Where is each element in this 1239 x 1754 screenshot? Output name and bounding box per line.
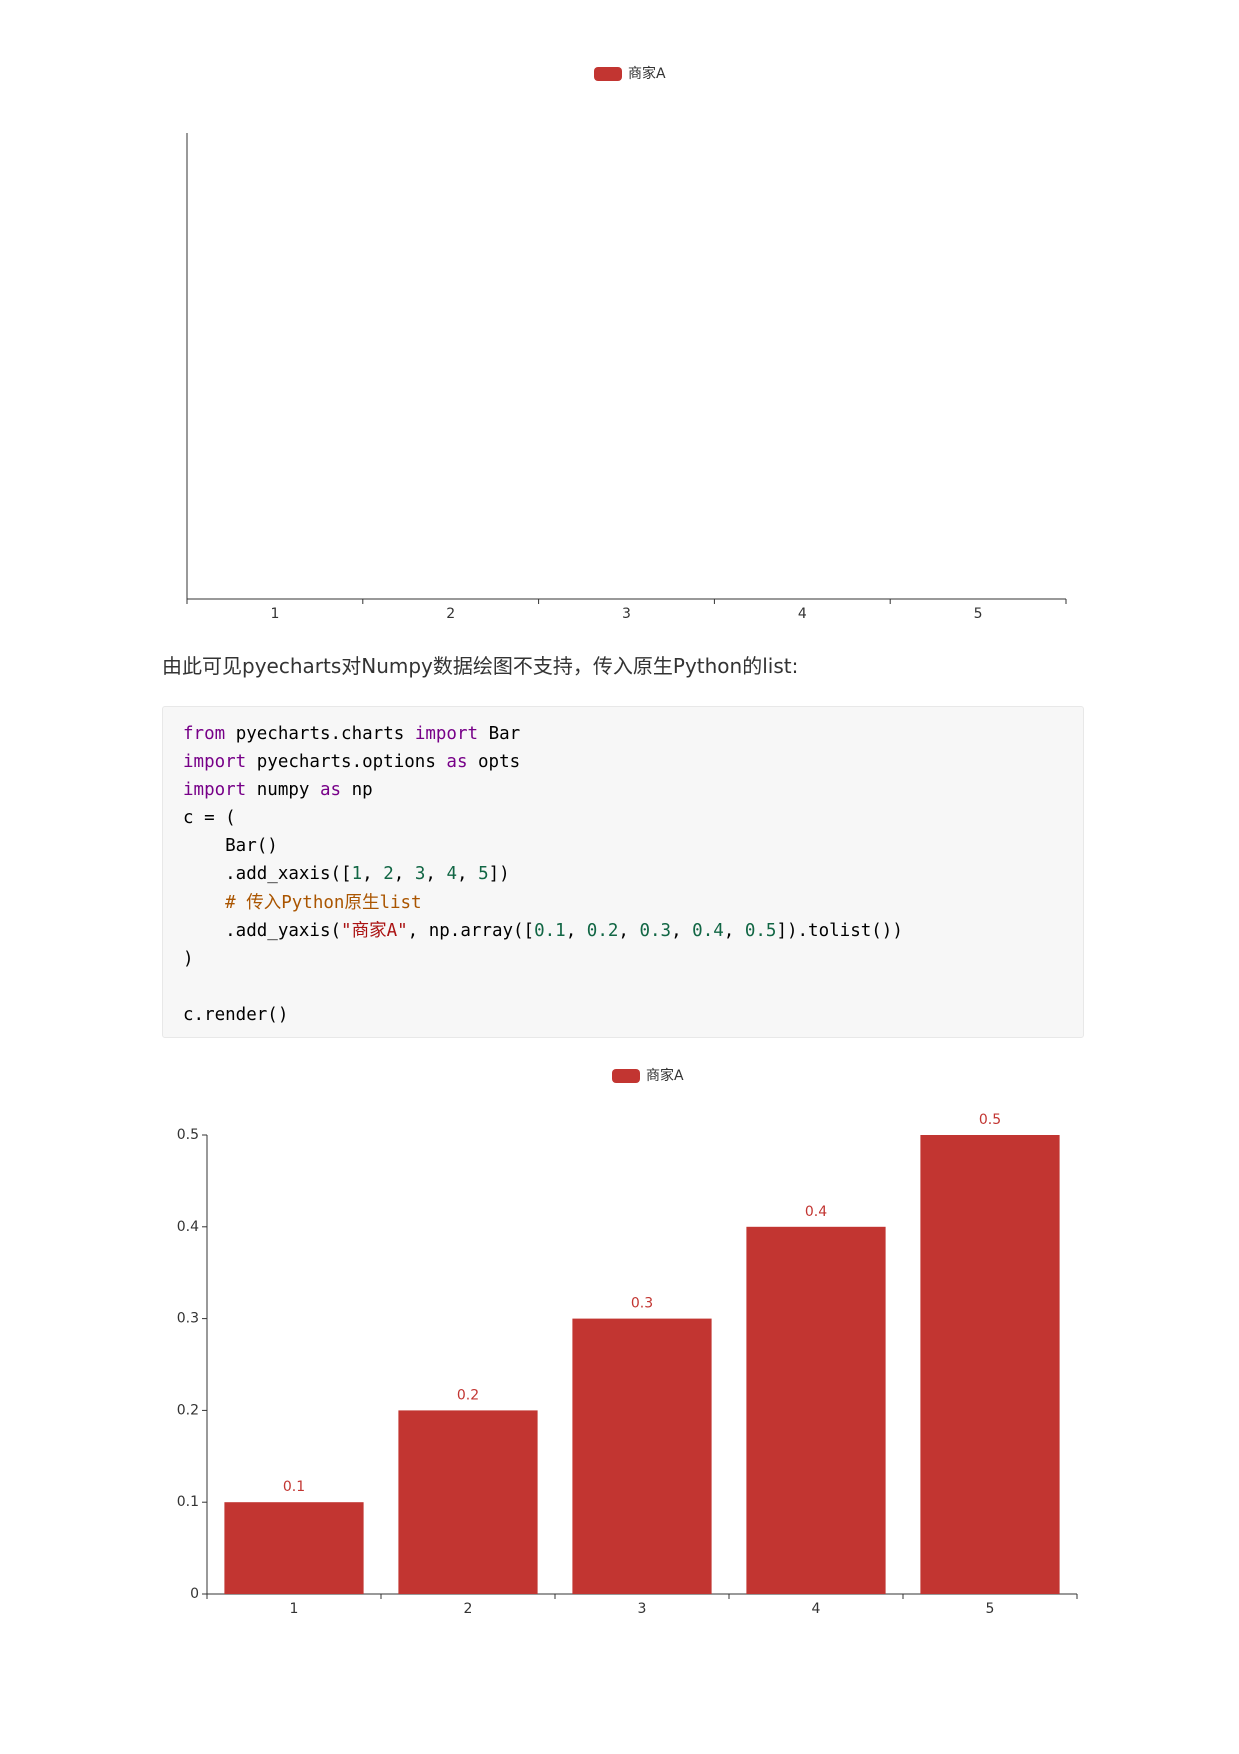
y-tick-label: 0 [190, 1586, 199, 1602]
y-tick-label: 0.3 [177, 1311, 199, 1327]
code-token: from [183, 724, 226, 744]
x-tick-label: 4 [812, 1601, 821, 1617]
x-tick-label: 1 [290, 1601, 299, 1617]
value-label: 0.4 [805, 1204, 827, 1220]
code-token: , [618, 920, 640, 941]
code-token: , [393, 864, 415, 885]
bar [920, 1135, 1060, 1594]
code-line: .add_xaxis([1, 2, 3, 4, 5]) [183, 860, 1063, 888]
legend-swatch [594, 67, 622, 81]
code-line [183, 973, 1063, 1001]
code-line: .add_yaxis("商家A", np.array([0.1, 0.2, 0.… [183, 917, 1063, 945]
code-token: , [671, 920, 693, 941]
y-tick-label: 0.5 [177, 1127, 199, 1143]
bar [746, 1226, 886, 1594]
code-token: "商家A" [341, 920, 408, 941]
code-token [183, 893, 225, 913]
code-line: ) [183, 945, 1063, 973]
x-tick-label: 4 [798, 606, 807, 622]
code-token: import [414, 724, 479, 744]
code-token: , [723, 920, 745, 941]
code-token: numpy [246, 780, 320, 801]
x-tick-label: 5 [974, 606, 983, 622]
bar [572, 1318, 712, 1594]
code-token: 0.1 [534, 920, 566, 941]
code-token: ]).tolist()) [776, 920, 903, 941]
code-token: , np.array([ [407, 920, 535, 941]
code-token: .add_xaxis([ [183, 864, 352, 885]
code-token: Bar() [183, 836, 278, 857]
legend-label: 商家A [628, 65, 666, 82]
code-token: Bar [478, 724, 521, 744]
code-token: 0.2 [586, 920, 619, 941]
code-token: 0.4 [692, 920, 724, 941]
code-line: import numpy as np [183, 776, 1063, 804]
value-label: 0.5 [979, 1112, 1001, 1128]
code-token: # 传入Python原生list [225, 892, 422, 913]
code-token: as [446, 752, 468, 773]
code-line: c.render() [183, 1001, 1063, 1029]
code-token: opts [467, 752, 521, 773]
bar [224, 1502, 364, 1594]
x-tick-label: 1 [270, 606, 279, 622]
code-token: 0.3 [639, 920, 672, 941]
code-token: c.render() [183, 1004, 289, 1025]
x-tick-label: 5 [986, 1601, 995, 1617]
y-tick-label: 0.4 [177, 1219, 199, 1235]
code-token: import [183, 780, 247, 801]
code-token: ]) [488, 864, 510, 885]
code-token: , [362, 864, 384, 885]
code-line: c = ( [183, 804, 1063, 832]
code-line: # 传入Python原生list [183, 889, 1063, 917]
code-token: pyecharts.charts [225, 724, 415, 744]
value-label: 0.3 [631, 1296, 653, 1312]
y-tick-label: 0.2 [177, 1402, 199, 1418]
code-token: 0.5 [744, 920, 777, 941]
code-token: 3 [414, 864, 426, 885]
x-tick-label: 2 [464, 1601, 473, 1617]
legend-label: 商家A [646, 1067, 684, 1084]
code-token: 1 [351, 864, 363, 885]
code-token: np [341, 780, 373, 801]
code-token: , [565, 920, 587, 941]
x-tick-label: 3 [638, 1601, 647, 1617]
code-line: Bar() [183, 832, 1063, 860]
value-label: 0.1 [283, 1479, 305, 1495]
code-token: , [425, 864, 447, 885]
code-block: from pyecharts.charts import Bar import p… [162, 706, 1084, 1038]
value-label: 0.2 [457, 1387, 479, 1403]
code-line: import pyecharts.options as opts [183, 748, 1063, 776]
code-token: c = ( [183, 808, 236, 829]
code-line: from pyecharts.charts import Bar [183, 720, 1063, 748]
y-tick-label: 0.1 [177, 1494, 199, 1510]
code-token: 2 [383, 864, 394, 885]
x-tick-label: 2 [446, 606, 455, 622]
code-token: 4 [446, 864, 457, 885]
code-token: as [319, 780, 342, 801]
code-token: pyecharts.options [246, 752, 447, 773]
paragraph: 由此可见pyecharts对Numpy数据绘图不支持，传入原生Python的li… [162, 654, 799, 678]
code-token: import [183, 752, 247, 773]
code-token: ) [183, 948, 194, 969]
code-token: , [457, 864, 479, 885]
code-token: .add_yaxis( [183, 920, 342, 941]
bar [398, 1410, 538, 1594]
x-tick-label: 3 [622, 606, 631, 622]
legend-swatch [612, 1069, 640, 1083]
code-token: 5 [478, 864, 489, 885]
